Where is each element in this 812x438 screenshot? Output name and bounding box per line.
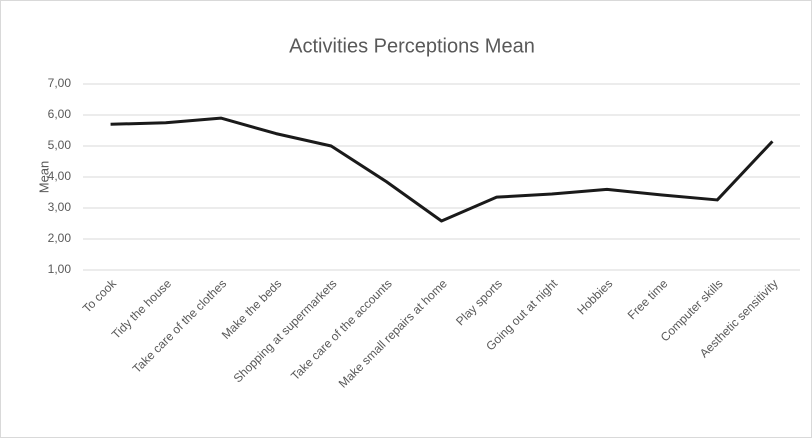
y-axis-title: Mean [36, 161, 51, 194]
y-tick-label: 1,00 [48, 262, 72, 276]
y-tick-label: 5,00 [48, 138, 72, 152]
y-tick-label: 2,00 [48, 231, 72, 245]
y-tick-label: 6,00 [48, 107, 72, 121]
y-tick-label: 7,00 [48, 76, 72, 90]
data-line [110, 116, 774, 223]
chart-title: Activities Perceptions Mean [289, 35, 535, 57]
y-tick-label: 4,00 [48, 169, 72, 183]
y-tick-label: 3,00 [48, 200, 72, 214]
